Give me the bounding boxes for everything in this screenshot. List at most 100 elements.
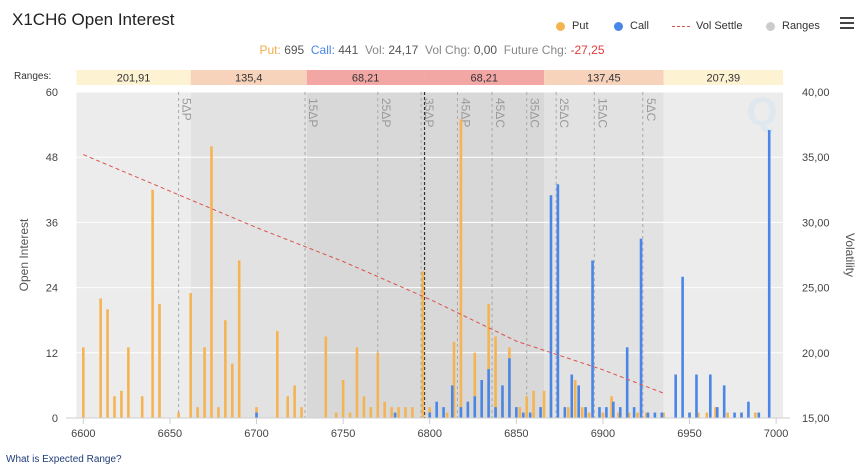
vol-value: 24,17 [388, 43, 419, 57]
dashed-line-icon [672, 25, 690, 27]
range-box-5 [663, 70, 784, 85]
call-bar-14 [515, 407, 518, 418]
put-bar-38 [445, 412, 449, 418]
put-bar-53 [566, 407, 570, 418]
legend-item-call[interactable]: Call [614, 20, 649, 32]
range-band-3 [424, 92, 545, 418]
range-box-0 [76, 70, 191, 85]
y-right-tick-label-0: 15,00 [802, 413, 830, 425]
put-bar-0 [82, 347, 85, 418]
chart-title: X1CH6 Open Interest [12, 10, 175, 29]
x-tick-label-7: 6950 [677, 428, 701, 440]
y-left-tick-label-0: 0 [52, 413, 58, 425]
put-bar-50 [532, 390, 535, 418]
put-bar-44 [487, 303, 490, 418]
call-bar-27 [612, 401, 615, 418]
call-bar-18 [549, 195, 553, 418]
legend-label-ranges: Ranges [782, 20, 820, 32]
legend-item-ranges[interactable]: Ranges [766, 20, 820, 32]
put-bar-31 [383, 401, 386, 418]
expected-range-link[interactable]: What is Expected Range? [6, 454, 122, 465]
y-right-axis-title: Volatility [843, 233, 857, 277]
call-bar-25 [598, 407, 601, 418]
call-bar-21 [570, 374, 574, 418]
put-dot-icon [556, 21, 565, 31]
y-right-tick-label-3: 30,00 [802, 217, 830, 229]
put-bar-17 [237, 260, 241, 418]
put-total-label: Put: [259, 43, 281, 57]
put-bar-56 [587, 412, 591, 418]
call-bar-0 [255, 412, 258, 418]
range-box-label-5: 207,39 [706, 73, 740, 85]
legend-item-put[interactable]: Put [556, 20, 589, 32]
call-bar-23 [584, 407, 587, 418]
call-bar-8 [473, 396, 477, 418]
put-bar-7 [151, 189, 154, 418]
call-bar-39 [709, 374, 712, 418]
call-bar-6 [459, 407, 463, 418]
put-bar-45 [494, 336, 497, 418]
call-bar-20 [563, 407, 567, 418]
vol-change-label: Vol Chg: [425, 43, 471, 57]
call-bar-24 [591, 260, 594, 418]
y-left-tick-label-4: 48 [46, 152, 58, 164]
put-bar-3 [113, 396, 116, 418]
legend-label-call: Call [630, 20, 649, 32]
put-bar-20 [286, 396, 290, 418]
put-bar-62 [644, 412, 648, 418]
put-bar-60 [627, 412, 631, 418]
range-box-2 [306, 70, 425, 85]
call-bar-33 [653, 412, 657, 418]
put-bar-34 [404, 407, 407, 418]
range-box-3 [424, 70, 545, 85]
call-dot-icon [614, 21, 623, 31]
put-total-value: 695 [284, 43, 305, 57]
call-bar-44 [747, 401, 750, 418]
x-tick-label-0: 6600 [71, 428, 95, 440]
call-bar-34 [660, 412, 664, 418]
put-bar-10 [189, 293, 193, 418]
call-bar-35 [674, 374, 677, 418]
legend-item-vol-settle[interactable]: Vol Settle [672, 20, 742, 32]
put-bar-29 [369, 407, 373, 418]
y-right-tick-label-2: 25,00 [802, 283, 830, 295]
call-total-label: Call: [310, 43, 335, 57]
range-box-label-3: 68,21 [471, 73, 499, 85]
put-bar-67 [714, 407, 717, 418]
summary-line: Put: 695 Call: 441 Vol: 24,17 Vol Chg: 0… [0, 43, 864, 57]
call-bar-36 [681, 276, 684, 418]
vol-change-value: 0,00 [473, 43, 498, 57]
hamburger-menu-icon[interactable] [840, 17, 854, 32]
call-bar-1 [393, 412, 397, 418]
y-right-tick-label-1: 20,00 [802, 348, 830, 360]
range-band-2 [306, 92, 425, 418]
put-bar-70 [754, 412, 757, 418]
call-bar-26 [605, 407, 608, 418]
put-bar-22 [300, 407, 303, 418]
delta-label-9: 5ΔC [644, 98, 658, 122]
range-box-label-0: 201,91 [117, 73, 151, 85]
future-change-value: -27,25 [570, 43, 605, 57]
put-bar-55 [580, 407, 584, 418]
y-right-tick-label-5: 40,00 [802, 87, 830, 99]
call-bar-31 [639, 238, 643, 418]
y-right-tick-label-4: 35,00 [802, 152, 830, 164]
put-bar-9 [177, 412, 180, 418]
range-box-label-2: 68,21 [352, 73, 380, 85]
delta-label-5: 45ΔC [493, 98, 507, 128]
range-band-0 [76, 92, 191, 418]
range-band-1 [190, 92, 307, 418]
put-bar-4 [120, 390, 123, 418]
put-bar-6 [140, 396, 144, 418]
put-bar-32 [390, 407, 393, 418]
future-change-label: Future Chg: [503, 43, 568, 57]
delta-label-1: 15ΔP [306, 98, 320, 127]
put-bar-5 [127, 347, 130, 418]
call-bar-4 [442, 407, 445, 418]
call-bar-30 [632, 407, 636, 418]
delta-label-2: 25ΔP [379, 98, 393, 127]
delta-label-8: 15ΔC [595, 98, 609, 128]
call-bar-37 [688, 412, 691, 418]
x-tick-label-6: 6900 [591, 428, 615, 440]
open-interest-chart: 201,91 135,4 68,21 68,21 137,45 207,39 5ΔP 15ΔP… [17, 70, 857, 440]
